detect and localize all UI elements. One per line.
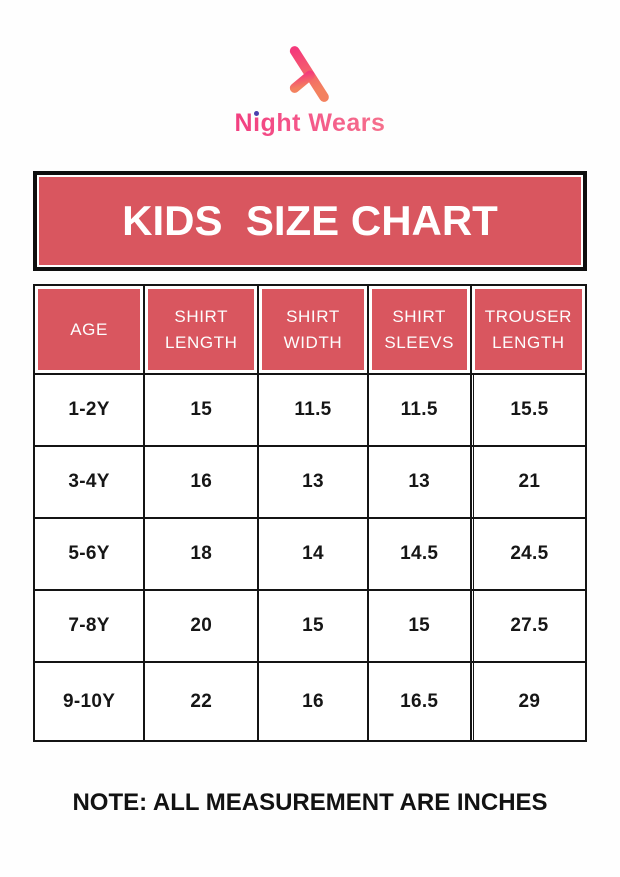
cell-shirt-sleeves: 14.5 [369,519,472,589]
cell-shirt-sleeves: 13 [369,447,472,517]
cell-trouser-length: 29 [472,663,585,740]
table-row: 1-2Y 15 11.5 11.5 15.5 [35,375,585,447]
title-banner: KIDS SIZE CHART [33,171,587,271]
cell-shirt-sleeves: 15 [369,591,472,661]
column-header-shirt-sleeves: SHIRT SLEEVS [368,286,472,373]
note-text: NOTE: ALL MEASUREMENT ARE INCHES [72,789,548,816]
cell-shirt-width: 14 [259,519,369,589]
cell-shirt-width: 15 [259,591,369,661]
cell-shirt-width: 16 [259,663,369,740]
cell-shirt-length: 18 [145,519,260,589]
table-row: 9-10Y 22 16 16.5 29 [35,663,585,740]
page-title: KIDS SIZE CHART [122,197,498,244]
cell-shirt-width: 13 [259,447,369,517]
cell-shirt-length: 22 [145,663,260,740]
cell-shirt-sleeves: 11.5 [369,375,472,445]
cell-trouser-length: 27.5 [472,591,585,661]
cell-shirt-sleeves: 16.5 [369,663,472,740]
column-header-trouser-length: TROUSER LENGTH [471,286,585,373]
brand-header: Night Wears [0,0,620,138]
cell-trouser-length: 24.5 [472,519,585,589]
table-row: 5-6Y 18 14 14.5 24.5 [35,519,585,591]
table-header-row: AGE SHIRT LENGTH SHIRT WIDTH SHIRT SLEEV… [35,286,585,375]
column-header-age: AGE [35,286,146,373]
size-chart-table: AGE SHIRT LENGTH SHIRT WIDTH SHIRT SLEEV… [33,284,587,742]
column-header-shirt-length: SHIRT LENGTH [145,286,260,373]
column-header-shirt-width: SHIRT WIDTH [259,286,369,373]
cell-shirt-length: 20 [145,591,260,661]
cell-age: 3-4Y [35,447,146,517]
cell-age: 5-6Y [35,519,146,589]
table-row: 7-8Y 20 15 15 27.5 [35,591,585,663]
cell-trouser-length: 15.5 [472,375,585,445]
cell-trouser-length: 21 [472,447,585,517]
table-row: 3-4Y 16 13 13 21 [35,447,585,519]
cell-shirt-length: 15 [145,375,260,445]
cell-age: 1-2Y [35,375,146,445]
nw-monogram-icon [289,46,329,102]
cell-age: 9-10Y [35,663,146,740]
cell-age: 7-8Y [35,591,146,661]
brand-name: Night Wears [234,109,386,137]
cell-shirt-length: 16 [145,447,260,517]
i-dot-decoration [253,111,259,116]
cell-shirt-width: 11.5 [259,375,369,445]
